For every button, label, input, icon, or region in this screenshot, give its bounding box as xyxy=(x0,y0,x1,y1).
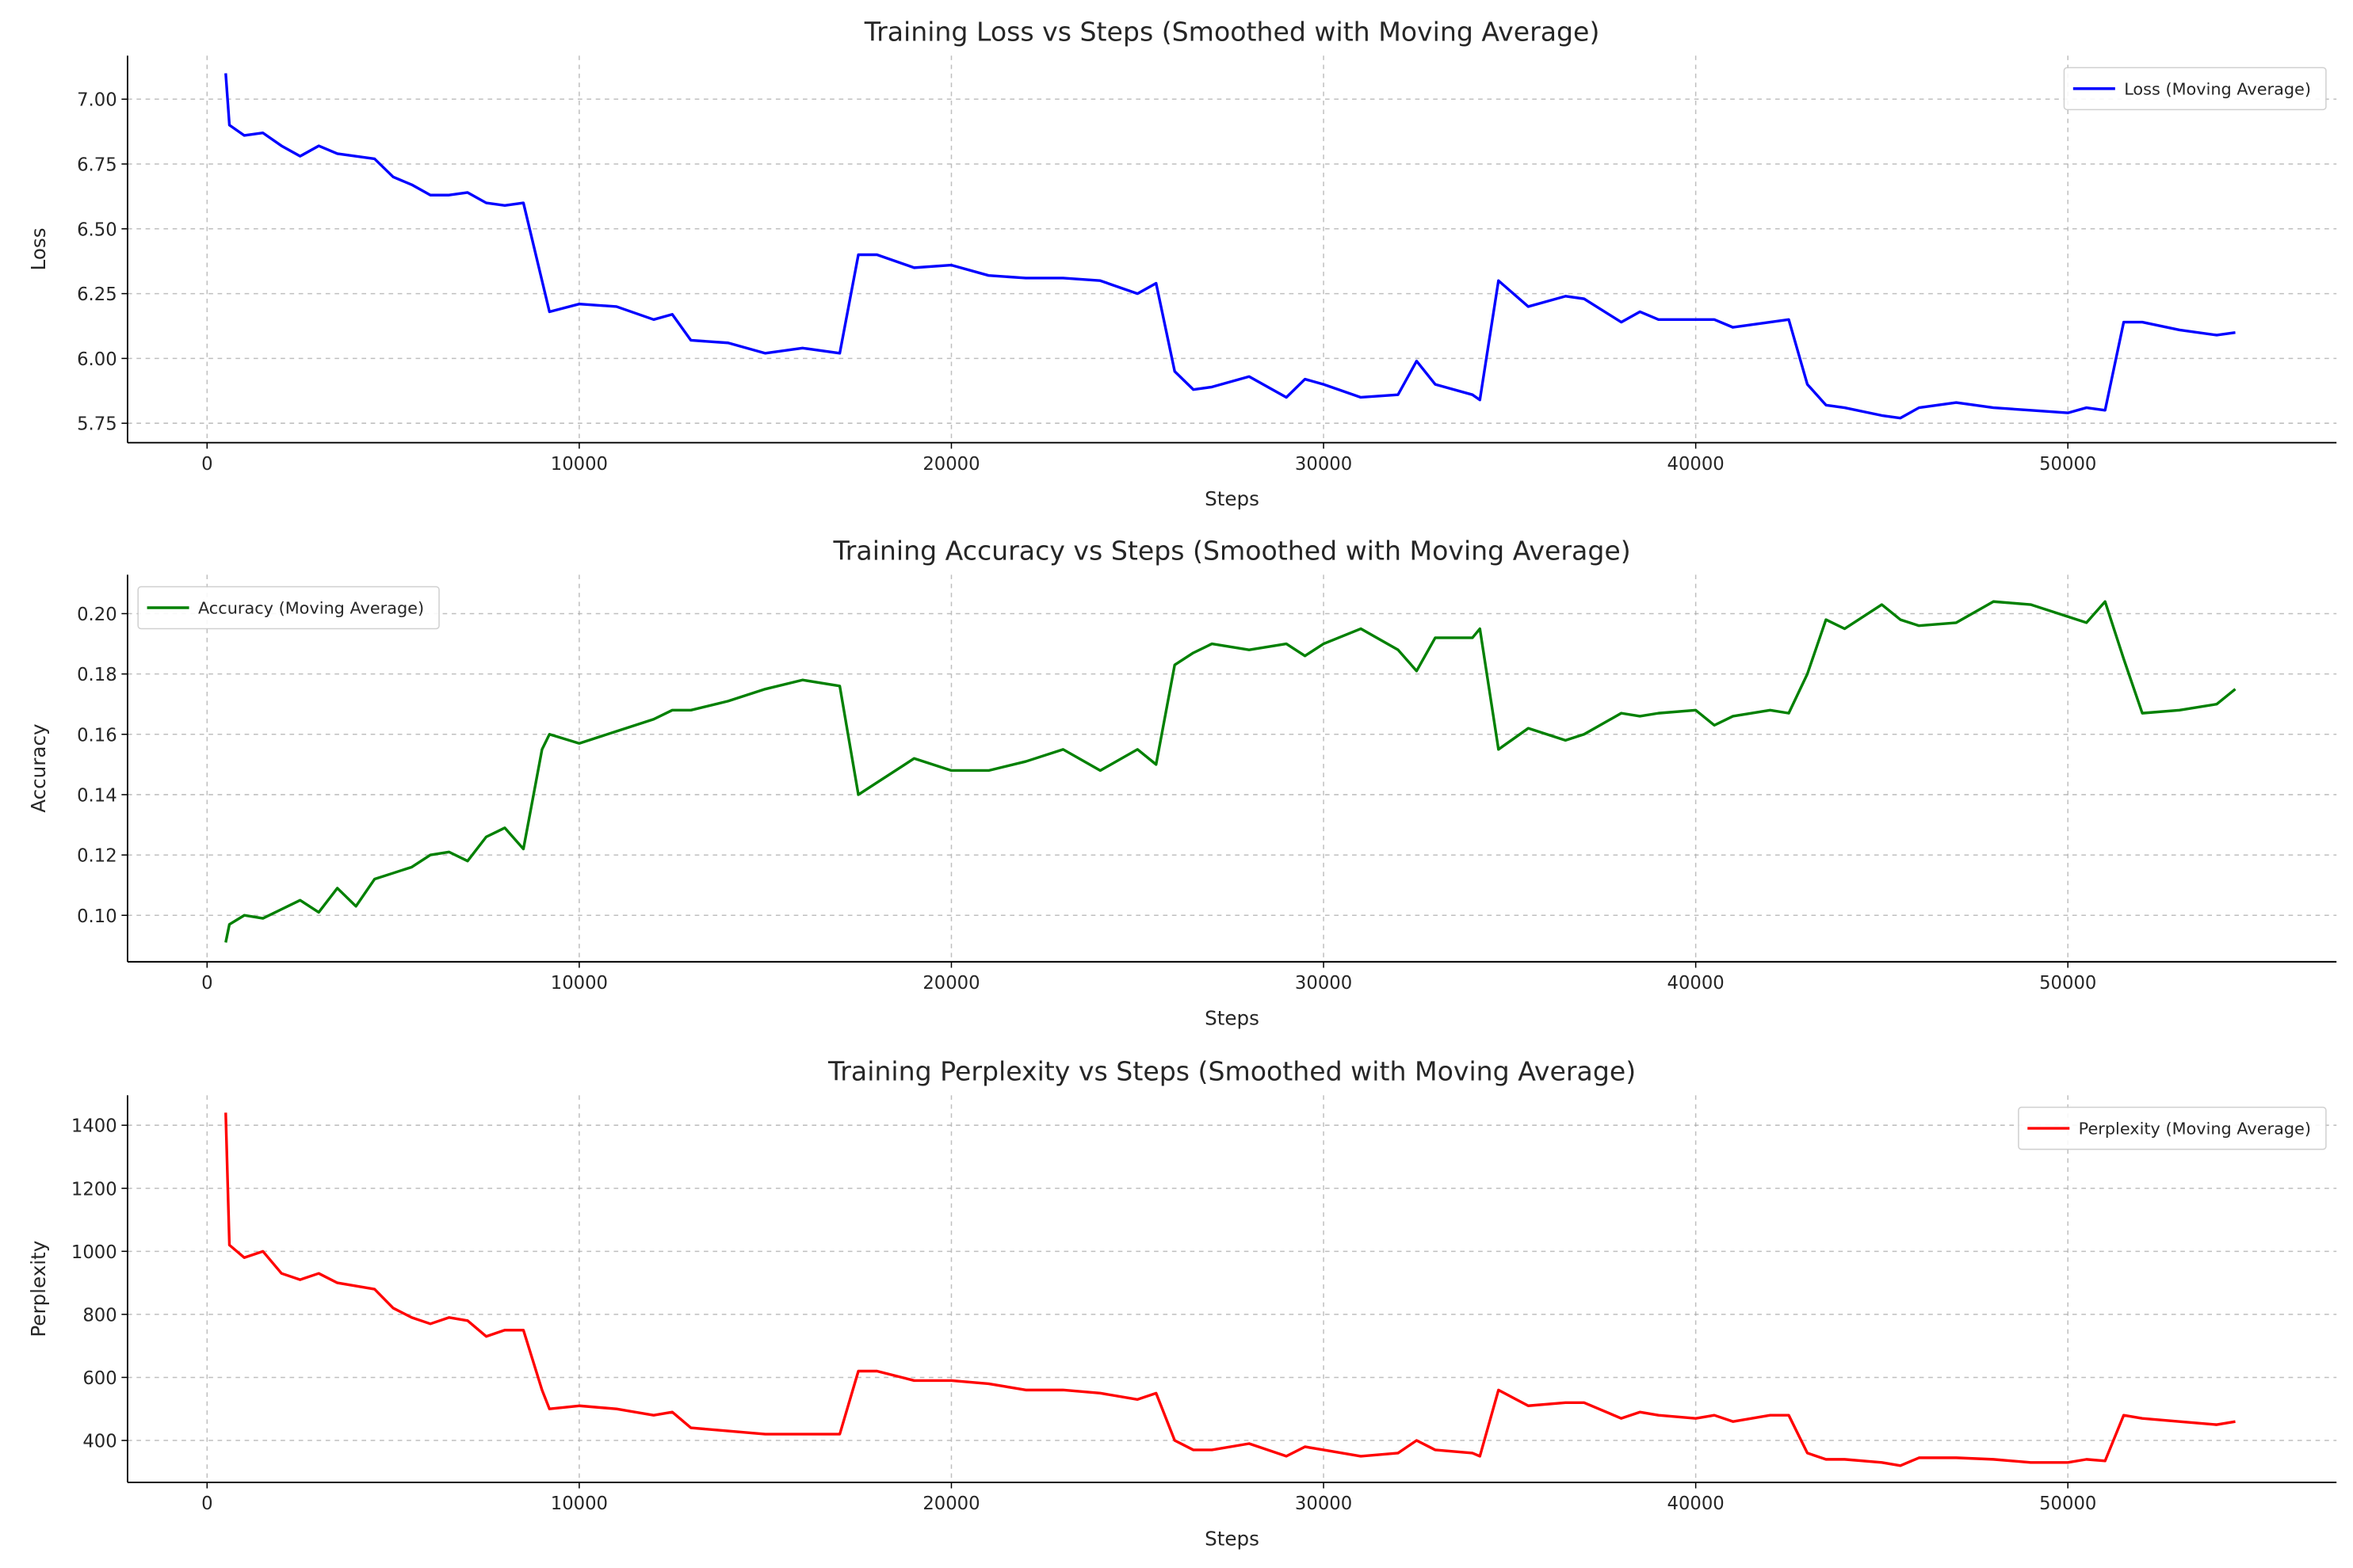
y-tick-label: 6.00 xyxy=(77,349,117,370)
data-line xyxy=(224,600,2236,943)
x-tick-label: 40000 xyxy=(1667,973,1724,994)
y-tick-label: 600 xyxy=(82,1368,117,1389)
x-tick-label: 50000 xyxy=(2039,1494,2096,1514)
y-tick-label: 400 xyxy=(82,1432,117,1452)
legend: Loss (Moving Average) xyxy=(2063,67,2327,111)
data-line xyxy=(224,73,2236,420)
x-tick-label: 20000 xyxy=(922,973,980,994)
legend: Accuracy (Moving Average) xyxy=(137,586,440,630)
y-tick-label: 1400 xyxy=(71,1116,117,1137)
x-tick-label: 0 xyxy=(201,1494,212,1514)
legend-box xyxy=(137,586,440,630)
y-tick-label: 5.75 xyxy=(77,414,117,435)
x-tick-label: 10000 xyxy=(551,973,608,994)
x-axis-label: Steps xyxy=(1205,1006,1259,1029)
y-tick-label: 800 xyxy=(82,1305,117,1326)
y-tick-label: 0.18 xyxy=(77,665,117,685)
legend-box xyxy=(2063,67,2327,111)
y-tick-label: 6.25 xyxy=(77,284,117,305)
y-tick-label: 7.00 xyxy=(77,90,117,111)
y-tick-label: 6.50 xyxy=(77,219,117,240)
chart-title: Training Perplexity vs Steps (Smoothed w… xyxy=(827,1055,1636,1086)
y-axis-label: Accuracy xyxy=(27,723,50,812)
y-axis-label: Loss xyxy=(27,227,50,270)
x-tick-label: 30000 xyxy=(1295,1494,1352,1514)
legend-label: Loss (Moving Average) xyxy=(2124,79,2311,98)
y-tick-label: 0.16 xyxy=(77,725,117,746)
y-tick-label: 0.12 xyxy=(77,846,117,867)
x-tick-label: 10000 xyxy=(551,454,608,475)
chart-title: Training Loss vs Steps (Smoothed with Mo… xyxy=(864,16,1600,47)
y-tick-label: 0.20 xyxy=(77,605,117,625)
x-tick-label: 20000 xyxy=(922,1494,980,1514)
legend-label: Perplexity (Moving Average) xyxy=(2079,1120,2311,1139)
x-tick-label: 10000 xyxy=(551,1494,608,1514)
y-tick-label: 0.10 xyxy=(77,906,117,927)
y-tick-label: 1000 xyxy=(71,1242,117,1263)
x-axis-label: Steps xyxy=(1205,487,1259,510)
y-axis-label: Perplexity xyxy=(27,1241,50,1337)
data-line xyxy=(224,1112,2236,1467)
x-tick-label: 30000 xyxy=(1295,454,1352,475)
x-tick-label: 40000 xyxy=(1667,454,1724,475)
x-tick-label: 30000 xyxy=(1295,973,1352,994)
legend-label: Accuracy (Moving Average) xyxy=(198,599,424,618)
x-tick-label: 50000 xyxy=(2039,973,2096,994)
x-tick-label: 40000 xyxy=(1667,1494,1724,1514)
legend: Perplexity (Moving Average) xyxy=(2018,1106,2327,1150)
y-tick-label: 1200 xyxy=(71,1179,117,1200)
x-tick-label: 20000 xyxy=(922,454,980,475)
x-tick-label: 50000 xyxy=(2039,454,2096,475)
x-tick-label: 0 xyxy=(201,454,212,475)
y-tick-label: 0.14 xyxy=(77,785,117,806)
x-axis-label: Steps xyxy=(1205,1527,1259,1550)
legend-box xyxy=(2018,1106,2327,1150)
y-tick-label: 6.75 xyxy=(77,155,117,176)
x-tick-label: 0 xyxy=(201,973,212,994)
chart-title: Training Accuracy vs Steps (Smoothed wit… xyxy=(832,535,1630,566)
